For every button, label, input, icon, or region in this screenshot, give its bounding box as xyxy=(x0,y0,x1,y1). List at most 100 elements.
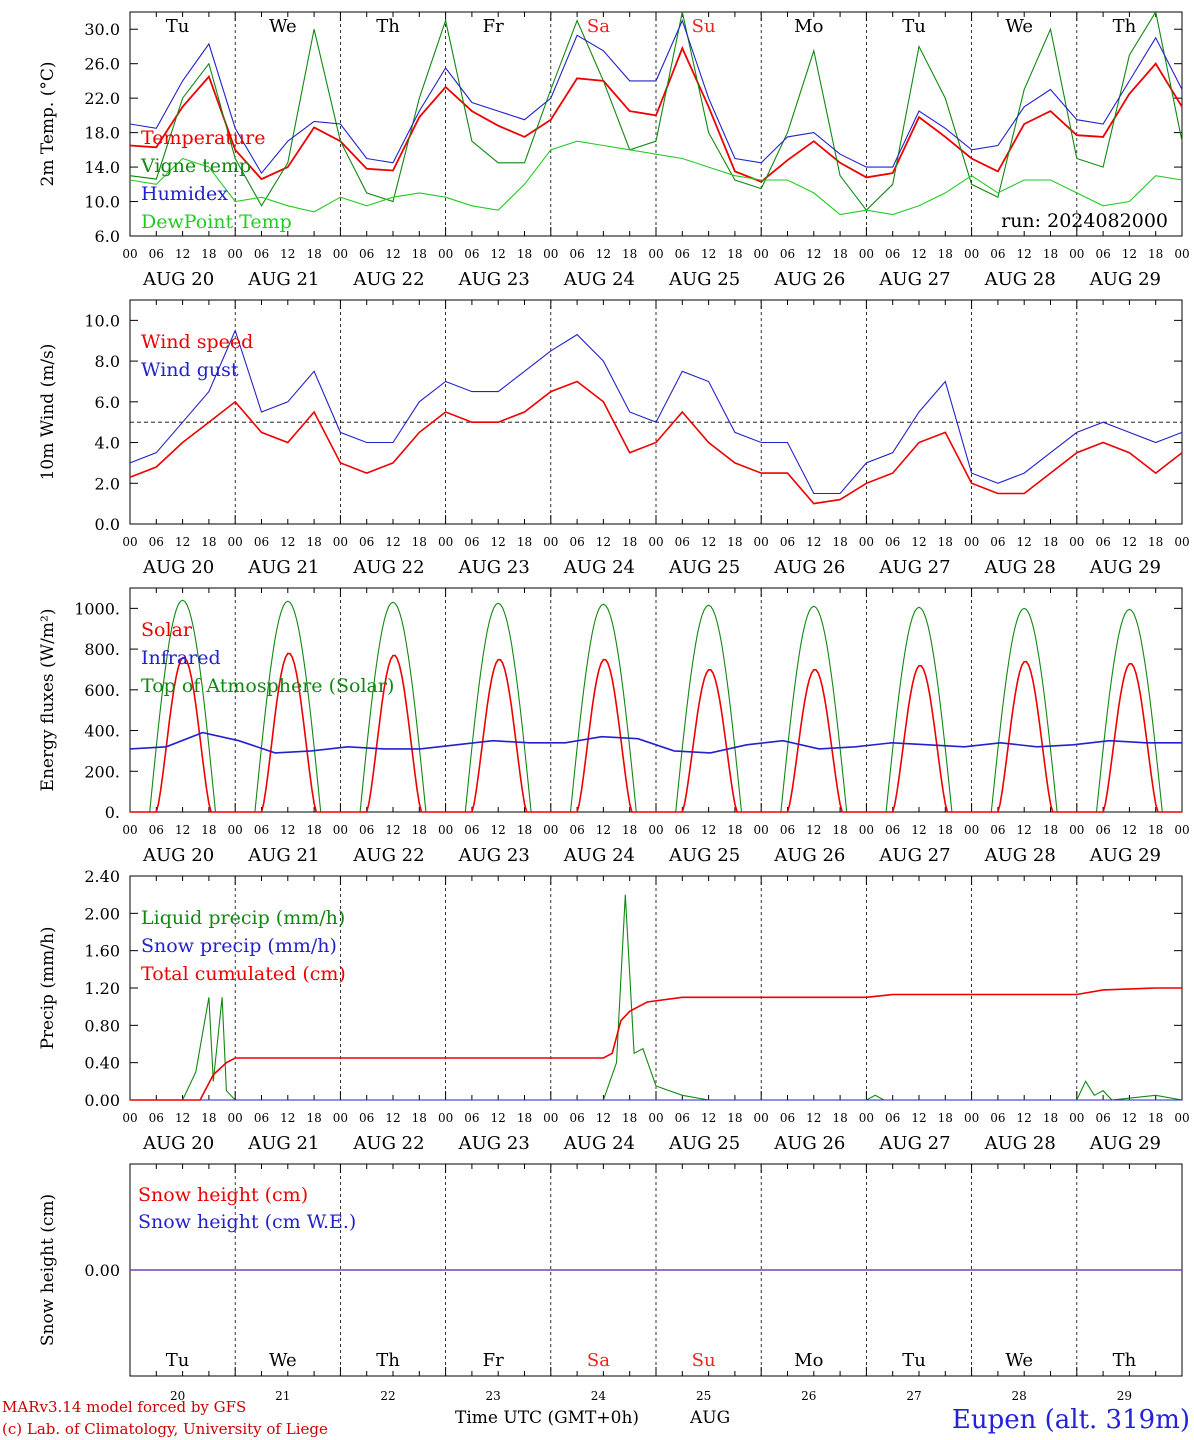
y-tick-label: 2.40 xyxy=(84,867,120,886)
legend-entry: Infrared xyxy=(141,647,221,669)
hour-tick-label: 18 xyxy=(201,1111,216,1125)
hour-tick-label: 00 xyxy=(438,535,453,549)
date-label: AUG 24 xyxy=(563,1133,635,1154)
hour-tick-label: 06 xyxy=(990,535,1005,549)
hour-tick-label: 00 xyxy=(754,247,769,261)
hour-tick-label: 00 xyxy=(333,535,348,549)
hour-tick-label: 12 xyxy=(280,823,295,837)
hour-tick-label: 18 xyxy=(1043,535,1058,549)
legend-entry: Solar xyxy=(141,619,193,641)
hour-tick-label: 12 xyxy=(1122,823,1137,837)
hour-tick-label: 18 xyxy=(622,247,637,261)
hour-tick-label: 00 xyxy=(228,535,243,549)
hour-tick-label: 12 xyxy=(596,1111,611,1125)
hour-tick-label: 06 xyxy=(254,1111,269,1125)
hour-tick-label: 18 xyxy=(306,247,321,261)
y-tick-label: 0.00 xyxy=(84,1091,120,1110)
series-line xyxy=(129,140,1183,216)
weekday-label: Fr xyxy=(483,1350,504,1371)
hour-tick-label: 18 xyxy=(201,247,216,261)
y-tick-label: 0.0 xyxy=(95,515,120,534)
panel-5: Snow height (cm) 0.00 Snow height (cm) Snow… xyxy=(38,1163,1183,1403)
date-label: AUG 23 xyxy=(458,269,530,290)
hour-tick-label: 12 xyxy=(491,247,506,261)
date-label: AUG 27 xyxy=(878,557,950,578)
y-tick-label: 0. xyxy=(105,803,120,822)
date-label: AUG 26 xyxy=(773,557,845,578)
hour-tick-label: 12 xyxy=(175,247,190,261)
hour-tick-label: 12 xyxy=(701,247,716,261)
hour-tick-label: 12 xyxy=(280,535,295,549)
hour-tick-label: 06 xyxy=(675,247,690,261)
hour-tick-label: 12 xyxy=(806,247,821,261)
footer: MARv3.14 model forced by GFS (c) Lab. of… xyxy=(2,1398,1190,1438)
hour-tick-label: 12 xyxy=(911,247,926,261)
series-line xyxy=(130,987,1182,1101)
series-line xyxy=(129,380,1183,505)
date-label: AUG 22 xyxy=(352,557,424,578)
hour-tick-label: 06 xyxy=(885,1111,900,1125)
date-number: 22 xyxy=(380,1389,395,1403)
hour-tick-label: 18 xyxy=(938,535,953,549)
hour-tick-label: 00 xyxy=(1174,535,1189,549)
date-label: AUG 20 xyxy=(142,845,214,866)
hour-tick-label: 18 xyxy=(727,535,742,549)
hour-tick-label: 06 xyxy=(359,535,374,549)
hour-tick-label: 18 xyxy=(517,535,532,549)
date-number: 26 xyxy=(801,1389,816,1403)
hour-tick-label: 06 xyxy=(990,247,1005,261)
hour-tick-label: 00 xyxy=(228,247,243,261)
legend-entry: Wind speed xyxy=(141,331,253,353)
hour-tick-label: 12 xyxy=(280,247,295,261)
legend-entry: DewPoint Temp xyxy=(141,211,292,233)
date-label: AUG 23 xyxy=(458,845,530,866)
y-axis-title: Snow height (cm) xyxy=(38,1194,58,1346)
legend-entry: Wind gust xyxy=(141,359,239,381)
hour-tick-label: 12 xyxy=(175,1111,190,1125)
hour-tick-label: 00 xyxy=(964,535,979,549)
x-axis-title: Time UTC (GMT+0h) xyxy=(455,1408,639,1428)
hour-tick-label: 00 xyxy=(333,247,348,261)
weekday-label: Tu xyxy=(902,16,926,37)
hour-tick-label: 06 xyxy=(780,535,795,549)
month-label: AUG xyxy=(689,1408,730,1428)
hour-tick-label: 18 xyxy=(832,1111,847,1125)
hour-tick-label: 06 xyxy=(675,823,690,837)
hour-tick-label: 00 xyxy=(964,247,979,261)
panel-3: 00 06 12 18 00 06 12 18 00 06 12 18 00 06 12 18 00 06 12 18… xyxy=(38,587,1190,866)
hour-tick-label: 18 xyxy=(832,823,847,837)
y-tick-label: 18.0 xyxy=(84,124,120,143)
weekday-label: Sa xyxy=(587,1350,610,1371)
hour-tick-label: 06 xyxy=(149,1111,164,1125)
legend-entry: Temperature xyxy=(141,127,265,149)
weekday-label: Su xyxy=(692,16,716,37)
date-number: 25 xyxy=(696,1389,711,1403)
hour-tick-label: 06 xyxy=(780,823,795,837)
series-line xyxy=(129,328,1183,495)
hour-tick-label: 12 xyxy=(385,823,400,837)
y-tick-label: 10.0 xyxy=(84,311,120,330)
hour-tick-label: 00 xyxy=(438,1111,453,1125)
hour-tick-label: 12 xyxy=(596,535,611,549)
lab-credit: (c) Lab. of Climatology, University of L… xyxy=(2,1420,328,1438)
hour-tick-label: 06 xyxy=(675,535,690,549)
hour-tick-label: 18 xyxy=(727,247,742,261)
hour-tick-label: 12 xyxy=(1122,1111,1137,1125)
date-number: 23 xyxy=(486,1389,501,1403)
hour-tick-label: 00 xyxy=(1069,1111,1084,1125)
hour-tick-label: 00 xyxy=(1069,823,1084,837)
y-tick-label: 22.0 xyxy=(84,89,120,108)
hour-tick-label: 00 xyxy=(543,823,558,837)
hour-tick-label: 06 xyxy=(569,535,584,549)
date-label: AUG 27 xyxy=(878,845,950,866)
date-label: AUG 26 xyxy=(773,269,845,290)
hour-tick-label: 00 xyxy=(964,1111,979,1125)
hour-tick-label: 18 xyxy=(201,823,216,837)
y-tick-label: 0.80 xyxy=(84,1016,120,1035)
panel-1: 00 06 12 18 00 06 12 18 00 06 12 18 00 06 12 18 00 06 12 18… xyxy=(38,10,1190,290)
hour-tick-label: 00 xyxy=(648,823,663,837)
hour-tick-label: 12 xyxy=(175,823,190,837)
date-label: AUG 29 xyxy=(1089,557,1161,578)
hour-tick-label: 00 xyxy=(648,535,663,549)
